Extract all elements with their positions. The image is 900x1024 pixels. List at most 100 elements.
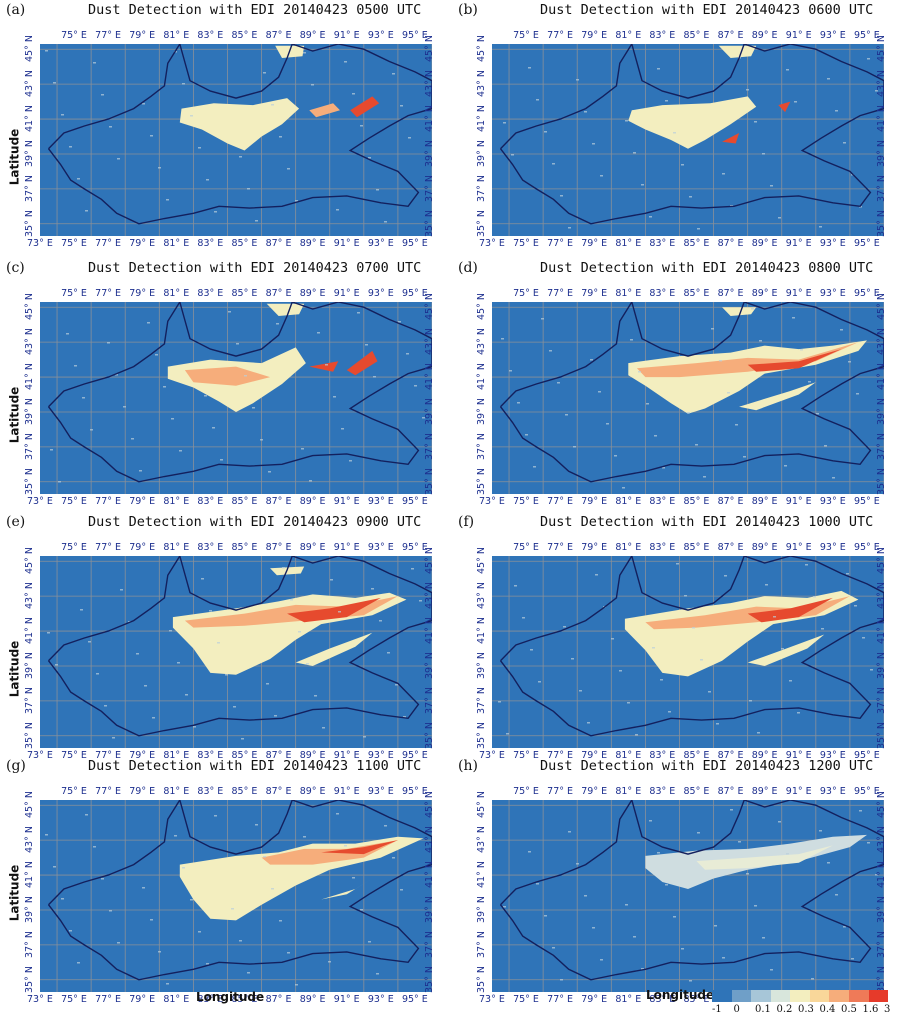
dust-pixel [708, 691, 711, 693]
lon-tick-label-top: 81° E [163, 542, 190, 553]
dust-pixel [552, 163, 555, 165]
dust-pixel [848, 361, 851, 363]
dust-map [40, 800, 432, 992]
lon-tick-label-bottom: 73° E [27, 496, 53, 507]
lon-tick-label-bottom: 95° E [401, 750, 428, 761]
dust-pixel [387, 652, 390, 654]
dust-pixel [225, 674, 228, 676]
lon-tick-label-bottom: 79° E [581, 238, 608, 249]
lon-tick-label-bottom: 95° E [853, 496, 880, 507]
lon-tick-label-top: 93° E [819, 30, 846, 41]
dust-pixel [85, 814, 88, 816]
dust-pixel [58, 481, 61, 483]
lat-tick-label-left: 41° N [23, 105, 35, 133]
lon-tick-label-bottom: 73° E [479, 496, 505, 507]
dust-pixel [400, 105, 403, 107]
dust-pixel [533, 466, 536, 468]
dust-pixel [152, 717, 155, 719]
lat-tick-label-right: 41° N [423, 617, 435, 645]
lon-tick-label-top: 81° E [615, 786, 642, 797]
lon-tick-label-bottom: 81° E [163, 994, 190, 1005]
dust-pixel [338, 611, 341, 613]
dust-pixel [840, 329, 843, 331]
lat-tick-label-left: 39° N [23, 651, 35, 679]
panel-label: (d) [458, 260, 478, 276]
dust-pixel [762, 937, 765, 939]
legend-labels: -1 0 0.1 0.2 0.3 0.4 0.5 1.6 3 [712, 1004, 892, 1018]
lat-tick-label-right: 45° N [423, 293, 435, 321]
panel-label: (e) [6, 514, 26, 530]
dust-pixel [155, 354, 158, 356]
lat-tick-label-right: 43° N [875, 328, 887, 356]
lat-tick-label-right: 35° N [875, 965, 887, 993]
dust-pixel [770, 969, 773, 971]
lat-tick-label-left: 39° N [475, 139, 487, 167]
lon-tick-label-top: 85° E [683, 30, 710, 41]
lon-tick-label-top: 93° E [367, 786, 394, 797]
lon-tick-label-bottom: 75° E [513, 238, 539, 249]
lon-tick-label-top: 91° E [333, 786, 360, 797]
lon-tick-label-top: 77° E [95, 786, 122, 797]
dust-pixel [371, 588, 374, 590]
dust-pixel [85, 210, 88, 212]
panel-label: (f) [458, 514, 475, 530]
dust-pixel [330, 579, 333, 581]
dust-pixel [592, 927, 595, 929]
lon-tick-label-bottom: 77° E [95, 496, 122, 507]
dust-pixel [633, 152, 636, 154]
dust-pixel [193, 726, 196, 728]
lat-tick-label-left: 45° N [23, 293, 35, 321]
dust-pixel [716, 723, 719, 725]
dust-pixel [190, 899, 193, 901]
dust-pixel [746, 89, 749, 91]
dust-pixel [384, 221, 387, 223]
lat-tick-label-right: 39° N [423, 895, 435, 923]
dust-pixel [101, 878, 104, 880]
lon-tick-label-bottom: 85° E [683, 238, 710, 249]
lon-tick-label-top: 93° E [367, 30, 394, 41]
lon-tick-label-top: 81° E [615, 30, 642, 41]
lat-tick-label-left: 37° N [23, 174, 35, 202]
lon-tick-label-top: 79° E [581, 786, 608, 797]
region-border [47, 302, 432, 483]
dust-pixel [657, 852, 660, 854]
lon-tick-label-top: 87° E [265, 542, 292, 553]
dust-pixel [206, 963, 209, 965]
dust-pixel [115, 374, 118, 376]
dust-pixel [538, 681, 541, 683]
dust-pixel [53, 82, 56, 84]
lat-tick-label-left: 39° N [23, 397, 35, 425]
lon-tick-label-top: 79° E [129, 542, 156, 553]
lon-tick-label-bottom: 81° E [163, 238, 190, 249]
dust-pixel [528, 67, 531, 69]
lat-tick-label-right: 43° N [423, 582, 435, 610]
dust-plume [295, 632, 373, 666]
dust-pixel [824, 445, 827, 447]
dust-pixel [714, 925, 717, 927]
legend-label: 0.1 [755, 1004, 771, 1015]
dust-pixel [600, 175, 603, 177]
dust-pixel [376, 189, 379, 191]
lon-tick-label-bottom: 79° E [581, 750, 608, 761]
dust-pixel [665, 100, 668, 102]
lat-tick-label-right: 35° N [875, 467, 887, 495]
dust-pixel [336, 209, 339, 211]
lon-tick-label-bottom: 87° E [717, 238, 744, 249]
dust-pixel [139, 470, 142, 472]
dust-pixel [379, 620, 382, 622]
dust-pixel [819, 830, 822, 832]
lon-tick-label-top: 87° E [717, 30, 744, 41]
dust-pixel [673, 916, 676, 918]
dust-pixel [563, 626, 566, 628]
dust-pixel [322, 727, 325, 729]
dust-pixel [711, 328, 714, 330]
map-canvas [40, 302, 432, 494]
lon-tick-label-top: 91° E [785, 288, 812, 299]
lon-tick-label-bottom: 87° E [717, 496, 744, 507]
dust-pixel [544, 915, 547, 917]
lon-tick-label-top: 83° E [649, 30, 676, 41]
panel-title: Dust Detection with EDI 20140423 1200 UT… [540, 758, 874, 774]
dust-pixel [501, 338, 504, 340]
lon-tick-label-top: 79° E [129, 786, 156, 797]
lon-tick-label-top: 81° E [163, 30, 190, 41]
